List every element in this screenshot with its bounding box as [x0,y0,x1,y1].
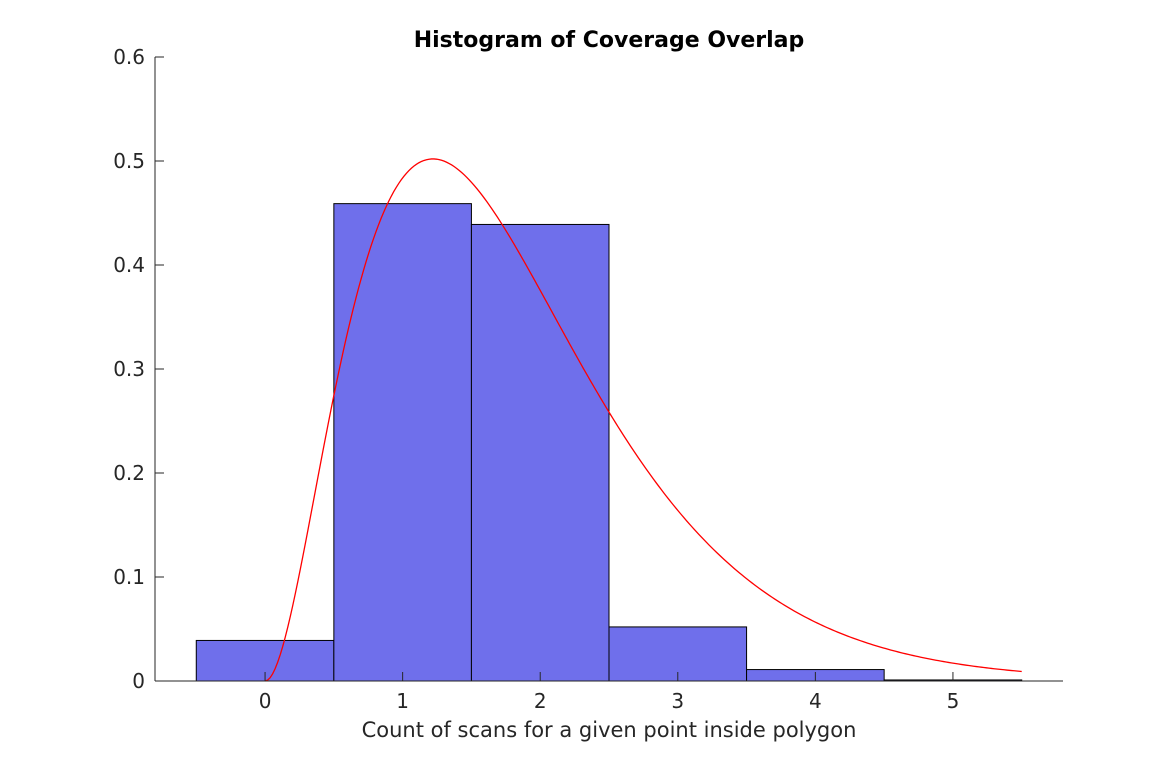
x-ticks: 0 1 2 3 4 5 [259,672,960,713]
x-tick-label-3: 3 [671,689,684,713]
x-tick-label-0: 0 [259,689,272,713]
y-tick-label-4: 0.4 [113,253,145,277]
x-tick-label-1: 1 [396,689,409,713]
y-tick-label-0: 0 [132,669,145,693]
bar-1 [333,203,472,682]
chart-title: Histogram of Coverage Overlap [414,28,805,53]
x-tick-label-5: 5 [947,689,960,713]
x-tick-label-2: 2 [534,689,547,713]
bar-2 [470,223,610,682]
y-tick-label-3: 0.3 [113,357,145,381]
fit-curve [264,158,1022,682]
y-tick-label-5: 0.5 [113,149,145,173]
y-tick-label-1: 0.1 [113,565,145,589]
bars-group [195,203,1023,682]
bar-3 [608,626,748,682]
x-tick-label-4: 4 [809,689,822,713]
y-tick-label-2: 0.2 [113,461,145,485]
y-tick-label-6: 0.6 [113,45,145,69]
x-axis-label: Count of scans for a given point inside … [362,718,857,742]
y-ticks: 0 0.1 0.2 0.3 0.4 0.5 0.6 [113,45,164,693]
